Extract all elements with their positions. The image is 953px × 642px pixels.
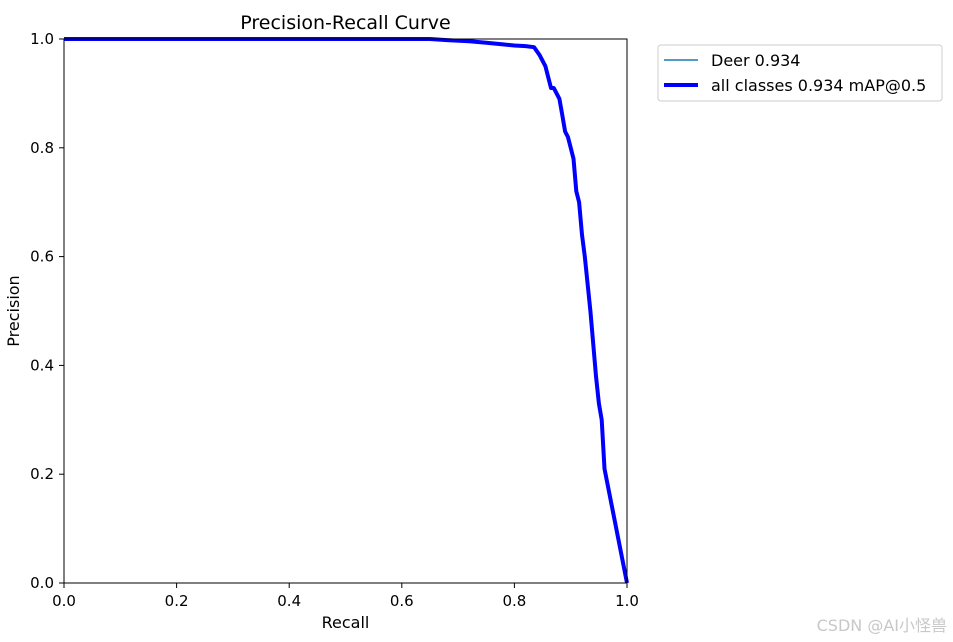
watermark-text: CSDN @AI小怪兽 bbox=[816, 616, 947, 635]
y-tick-label: 0.4 bbox=[30, 356, 54, 374]
y-tick-label: 1.0 bbox=[30, 30, 54, 48]
x-tick-label: 1.0 bbox=[615, 592, 639, 610]
y-axis-ticks: 0.0 0.2 0.4 0.6 0.8 1.0 bbox=[30, 30, 64, 592]
x-tick-label: 0.2 bbox=[165, 592, 189, 610]
y-axis-label: Precision bbox=[4, 275, 23, 346]
plot-frame bbox=[63, 38, 628, 584]
plot-area bbox=[64, 37, 629, 584]
y-tick-label: 0.8 bbox=[30, 139, 54, 157]
x-tick-label: 0.4 bbox=[277, 592, 301, 610]
x-axis-label: Recall bbox=[322, 613, 370, 632]
y-tick-label: 0.6 bbox=[30, 248, 54, 266]
legend-box bbox=[657, 44, 943, 102]
y-tick-label: 0.0 bbox=[30, 574, 54, 592]
x-tick-label: 0.0 bbox=[52, 592, 76, 610]
chart-title: Precision-Recall Curve bbox=[240, 12, 450, 34]
legend: Deer 0.934 all classes 0.934 mAP@0.5 bbox=[657, 44, 943, 102]
x-tick-label: 0.8 bbox=[502, 592, 526, 610]
series-line-deer bbox=[64, 38, 628, 584]
legend-entry-deer: Deer 0.934 bbox=[711, 51, 800, 70]
x-axis-ticks: 0.0 0.2 0.4 0.6 0.8 1.0 bbox=[52, 583, 639, 610]
series-line-all-classes bbox=[64, 37, 629, 584]
x-tick-label: 0.6 bbox=[390, 592, 414, 610]
legend-entry-all-classes: all classes 0.934 mAP@0.5 bbox=[711, 76, 926, 95]
y-tick-label: 0.2 bbox=[30, 465, 54, 483]
